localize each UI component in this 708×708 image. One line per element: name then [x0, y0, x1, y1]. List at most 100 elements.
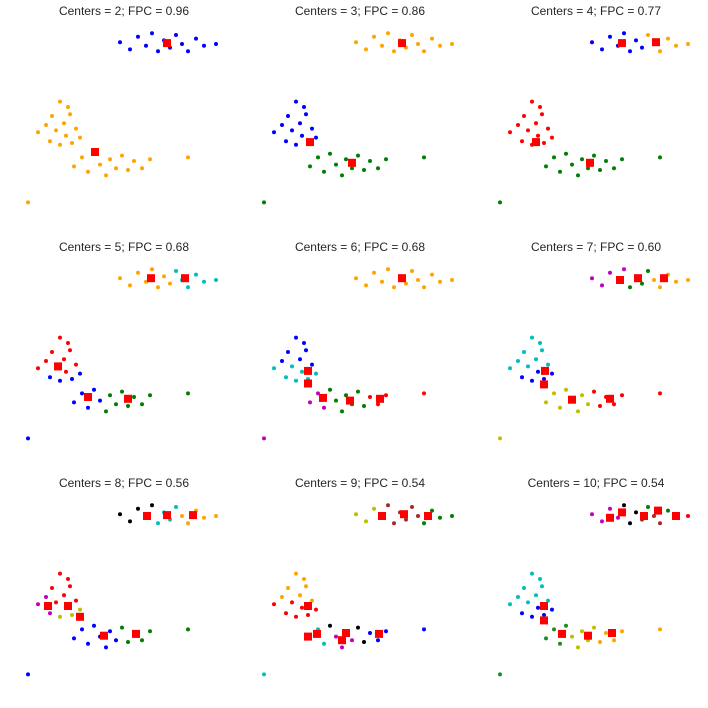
- cluster-center: [346, 396, 354, 405]
- chart-title: Centers = 7; FPC = 0.60: [531, 240, 661, 254]
- data-point: [78, 371, 82, 376]
- data-point: [686, 514, 690, 518]
- data-point: [410, 269, 414, 273]
- data-point: [576, 173, 580, 178]
- data-point: [272, 130, 276, 135]
- data-point: [74, 598, 78, 603]
- data-point: [658, 521, 662, 526]
- data-point: [272, 602, 276, 607]
- data-point: [120, 153, 124, 158]
- data-point: [36, 366, 40, 371]
- data-point: [120, 389, 124, 394]
- data-point: [48, 611, 52, 616]
- data-point: [422, 391, 426, 396]
- data-point: [430, 272, 434, 277]
- data-point: [422, 49, 426, 54]
- data-point: [526, 600, 530, 605]
- data-point: [54, 128, 58, 133]
- data-point: [522, 114, 526, 118]
- data-point: [194, 272, 198, 277]
- data-point: [354, 40, 358, 45]
- data-point: [658, 391, 662, 396]
- data-point: [422, 285, 426, 290]
- data-point: [62, 121, 66, 126]
- cluster-center: [304, 632, 312, 641]
- data-point: [552, 391, 556, 396]
- data-point: [608, 270, 612, 275]
- data-point: [530, 378, 534, 383]
- data-point: [148, 393, 152, 398]
- chart-title: Centers = 10; FPC = 0.54: [528, 476, 665, 490]
- data-point: [294, 571, 298, 576]
- cluster-center: [634, 274, 642, 283]
- data-point: [580, 157, 584, 162]
- cluster-center: [672, 512, 680, 520]
- data-point: [262, 200, 266, 205]
- data-point: [148, 629, 152, 634]
- data-point: [530, 571, 534, 576]
- data-point: [150, 31, 154, 36]
- data-point: [516, 595, 520, 599]
- data-point: [62, 593, 66, 598]
- data-point: [526, 364, 530, 369]
- data-point: [174, 269, 178, 273]
- data-point: [126, 404, 130, 408]
- data-point: [214, 514, 218, 518]
- data-point: [156, 49, 160, 54]
- data-point: [74, 362, 78, 367]
- data-point: [344, 393, 348, 398]
- data-point: [612, 638, 616, 643]
- cluster-center: [342, 629, 350, 637]
- data-point: [652, 278, 656, 282]
- data-point: [392, 49, 396, 54]
- data-point: [422, 155, 426, 160]
- chart-title: Centers = 6; FPC = 0.68: [295, 240, 425, 254]
- data-point: [666, 36, 670, 41]
- data-point: [438, 43, 442, 48]
- data-point: [590, 276, 594, 281]
- data-point: [298, 593, 302, 598]
- data-point: [174, 33, 178, 37]
- data-point: [592, 153, 596, 158]
- data-point: [284, 139, 288, 144]
- data-point: [168, 281, 172, 286]
- data-point: [646, 505, 650, 509]
- data-point: [86, 405, 90, 410]
- data-point: [186, 285, 190, 290]
- data-point: [300, 605, 304, 610]
- data-point: [686, 42, 690, 46]
- data-point: [450, 42, 454, 46]
- data-point: [522, 586, 526, 590]
- data-point: [540, 348, 544, 353]
- data-point: [132, 159, 136, 163]
- cluster-center: [44, 602, 52, 610]
- data-point: [302, 577, 306, 581]
- data-point: [508, 130, 512, 135]
- data-point: [580, 393, 584, 398]
- data-point: [340, 409, 344, 414]
- data-point: [132, 395, 136, 399]
- data-point: [364, 519, 368, 524]
- data-point: [634, 510, 638, 515]
- data-point: [340, 645, 344, 650]
- data-point: [118, 276, 122, 281]
- data-point: [570, 634, 574, 639]
- data-point: [334, 398, 338, 403]
- cluster-center: [304, 602, 312, 610]
- cluster-center: [91, 148, 99, 156]
- data-point: [530, 614, 534, 619]
- data-point: [304, 348, 308, 353]
- data-point: [536, 369, 540, 374]
- cluster-center: [313, 629, 321, 638]
- data-point: [564, 623, 568, 628]
- data-point: [214, 42, 218, 46]
- data-point: [508, 602, 512, 607]
- data-point: [422, 627, 426, 632]
- data-point: [174, 505, 178, 509]
- data-point: [564, 387, 568, 392]
- chart-title: Centers = 3; FPC = 0.86: [295, 4, 425, 18]
- cluster-center: [654, 506, 662, 515]
- cluster-center: [304, 379, 312, 388]
- data-point: [598, 404, 602, 408]
- data-point: [372, 506, 376, 511]
